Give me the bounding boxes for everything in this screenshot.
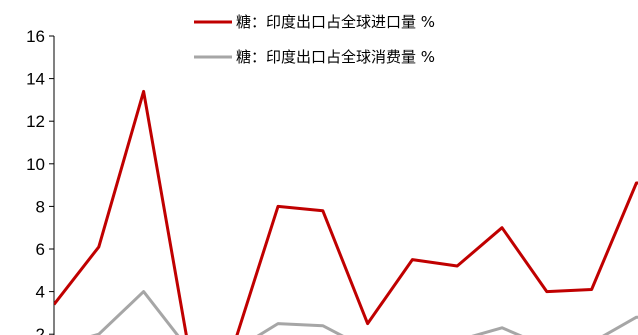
- legend: 糖：印度出口占全球进口量 % 糖：印度出口占全球消费量 %: [194, 13, 435, 66]
- series-line-import: [54, 89, 638, 335]
- y-tick-label: 10: [26, 155, 45, 174]
- y-tick-label: 6: [36, 240, 45, 259]
- legend-item-import: 糖：印度出口占全球进口量 %: [194, 13, 435, 31]
- y-tick-label: 12: [26, 112, 45, 131]
- legend-label-consumption: 糖：印度出口占全球消费量 %: [236, 48, 435, 66]
- legend-item-consumption: 糖：印度出口占全球消费量 %: [194, 48, 435, 66]
- y-tick-label: 4: [36, 283, 45, 302]
- y-tick-label: 16: [26, 27, 45, 46]
- series-line-consumption: [90, 290, 638, 335]
- y-tick-label: 2: [36, 325, 45, 335]
- y-tick-label: 14: [26, 70, 45, 89]
- y-tick-label: 8: [36, 197, 45, 216]
- y-axis: 2 4 6 8 10 12 14 16: [26, 27, 54, 335]
- series-layer: [54, 89, 638, 335]
- legend-label-import: 糖：印度出口占全球进口量 %: [236, 13, 435, 31]
